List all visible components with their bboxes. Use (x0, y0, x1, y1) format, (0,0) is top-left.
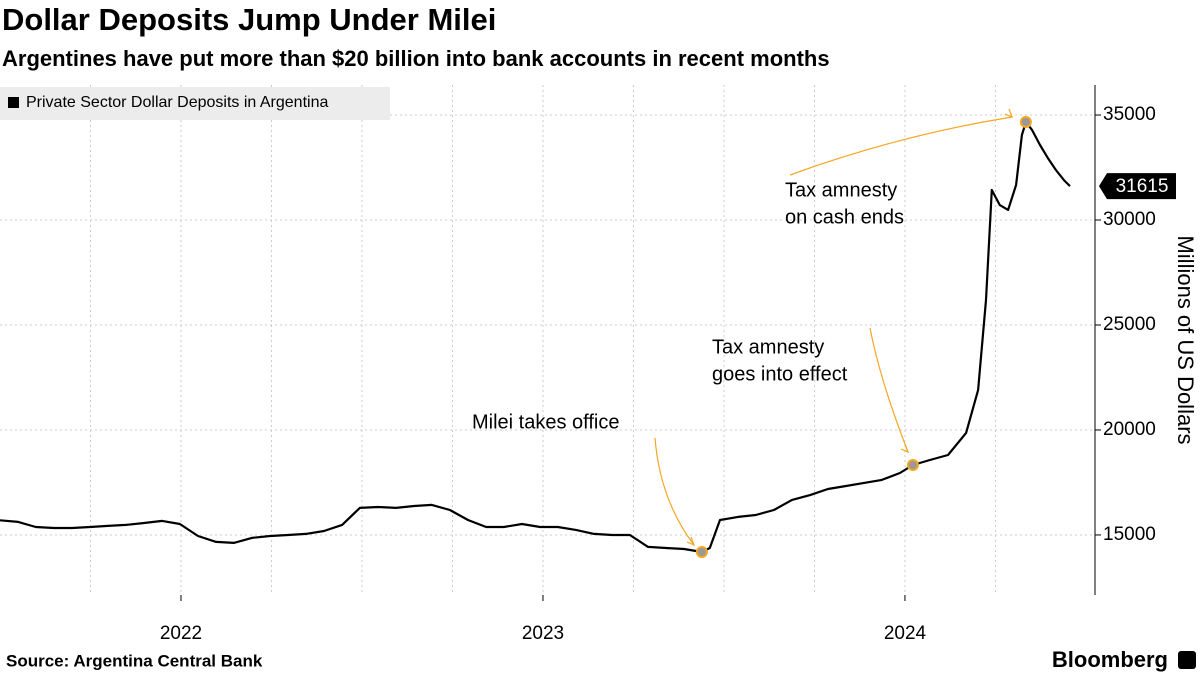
annotation-arrowhead (1004, 108, 1014, 119)
annotation-text: Tax amnesty (712, 336, 824, 358)
annotation-arrow (654, 437, 695, 546)
chart-title: Dollar Deposits Jump Under Milei (2, 2, 496, 37)
data-line (0, 120, 1071, 554)
x-tick-label: 2022 (160, 623, 202, 644)
annotation-text: on cash ends (785, 206, 904, 228)
annotation-marker (1019, 115, 1032, 128)
last-value-box (1099, 173, 1176, 200)
y-tick-label: 15000 (1103, 524, 1156, 545)
legend-label: Private Sector Dollar Deposits in Argent… (26, 94, 328, 111)
legend-swatch (8, 97, 19, 108)
x-tick-label: 2024 (884, 623, 927, 644)
annotation-text: goes into effect (712, 363, 848, 385)
brand-icon (1178, 651, 1196, 669)
x-tick-label: 2023 (522, 623, 564, 644)
annotation-arrowhead (686, 536, 696, 547)
chart-subtitle: Argentines have put more than $20 billio… (2, 46, 830, 71)
last-value-label: 31615 (1116, 176, 1169, 197)
annotation-marker (695, 545, 708, 558)
y-axis-title: Millions of US Dollars (1173, 235, 1198, 444)
annotation-arrow (869, 327, 909, 453)
y-tick-label: 20000 (1103, 419, 1156, 440)
annotation-text: Milei takes office (472, 411, 619, 433)
source: Source: Argentina Central Bank (6, 651, 263, 670)
annotation-arrow (789, 116, 1013, 176)
brand: Bloomberg (1052, 647, 1168, 672)
y-tick-label: 25000 (1103, 314, 1156, 335)
annotation-text: Tax amnesty (785, 179, 897, 201)
annotation-marker (906, 459, 919, 472)
annotation-arrowhead (900, 443, 910, 454)
y-tick-label: 30000 (1103, 209, 1156, 230)
y-tick-label: 35000 (1103, 104, 1156, 125)
legend-box (0, 87, 390, 120)
